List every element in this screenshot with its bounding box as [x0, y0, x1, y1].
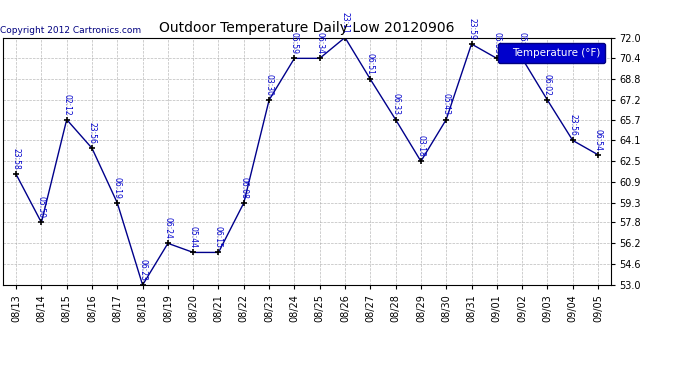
Text: 05:59: 05:59	[290, 32, 299, 54]
Text: 03:30: 03:30	[264, 74, 274, 96]
Text: 23:11: 23:11	[340, 12, 350, 33]
Text: 05:50: 05:50	[37, 196, 46, 218]
Text: 05:44: 05:44	[188, 226, 198, 248]
Text: 06:02: 06:02	[543, 74, 552, 96]
Text: 05:53: 05:53	[492, 32, 502, 54]
Text: 23:58: 23:58	[12, 148, 21, 170]
Text: 06:08: 06:08	[239, 177, 248, 199]
Text: Copyright 2012 Cartronics.com: Copyright 2012 Cartronics.com	[1, 26, 141, 35]
Title: Outdoor Temperature Daily Low 20120906: Outdoor Temperature Daily Low 20120906	[159, 21, 455, 35]
Text: 23:56: 23:56	[568, 114, 578, 136]
Text: 06:24: 06:24	[164, 217, 172, 239]
Text: 23:59: 23:59	[467, 18, 476, 40]
Text: 06:23: 06:23	[138, 259, 147, 281]
Text: 05:43: 05:43	[442, 93, 451, 116]
Text: 03:18: 03:18	[416, 135, 426, 157]
Legend: Temperature (°F): Temperature (°F)	[498, 43, 605, 63]
Text: 06:54: 06:54	[593, 129, 602, 151]
Text: 05:53: 05:53	[518, 32, 526, 54]
Text: 06:19: 06:19	[112, 177, 122, 199]
Text: 06:34: 06:34	[315, 32, 324, 54]
Text: 06:51: 06:51	[366, 53, 375, 75]
Text: 02:12: 02:12	[62, 94, 71, 116]
Text: 23:56: 23:56	[88, 122, 97, 144]
Text: 06:15: 06:15	[214, 226, 223, 248]
Text: 06:33: 06:33	[391, 93, 400, 116]
